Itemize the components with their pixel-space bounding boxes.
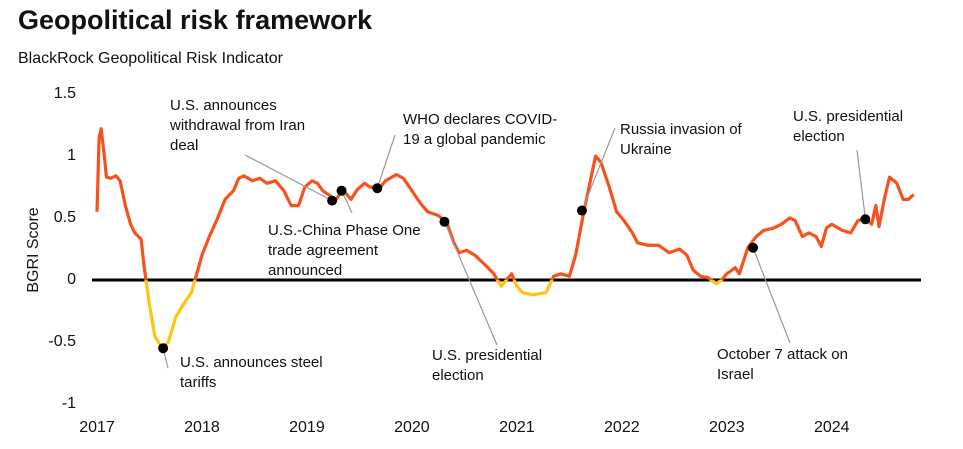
- y-tick-label: 0.5: [54, 209, 76, 226]
- chart-subtitle: BlackRock Geopolitical Risk Indicator: [18, 50, 284, 67]
- x-tick-label: 2023: [709, 419, 745, 436]
- x-tick-label: 2022: [604, 419, 640, 436]
- annotation-text: U.S.-China Phase One: [268, 222, 421, 239]
- y-axis-label: BGRI Score: [25, 207, 42, 292]
- data-line: [95, 127, 915, 350]
- annotation-text: election: [432, 367, 484, 384]
- annotation-leader: [752, 247, 791, 344]
- annotation-text: 19 a global pandemic: [403, 131, 546, 148]
- x-tick-label: 2019: [289, 419, 325, 436]
- y-tick-label: -0.5: [48, 333, 76, 350]
- annotation-text: U.S. announces steel: [180, 354, 323, 371]
- y-tick-label: 1: [67, 147, 76, 164]
- annotation-leader: [244, 154, 333, 202]
- x-tick-label: 2018: [184, 419, 220, 436]
- annotation-point: [336, 185, 347, 196]
- y-tick-label: -1: [62, 395, 76, 412]
- annotation-text: Israel: [717, 366, 754, 383]
- annotation-point: [860, 214, 871, 225]
- annotation-text: election: [793, 128, 845, 145]
- x-tick-label: 2024: [814, 419, 850, 436]
- annotation-point: [748, 242, 759, 253]
- annotation-text: tariffs: [180, 374, 216, 391]
- annotation-text: U.S. presidential: [793, 108, 903, 125]
- annotation-text: trade agreement: [268, 242, 379, 259]
- annotation-text: withdrawal from Iran: [169, 117, 305, 134]
- annotation-text: WHO declares COVID-: [403, 111, 557, 128]
- annotation-point: [439, 216, 450, 227]
- annotation-text: U.S. presidential: [432, 347, 542, 364]
- annotation-text: deal: [170, 137, 198, 154]
- x-tick-label: 2020: [394, 419, 430, 436]
- annotation-leader: [856, 149, 866, 220]
- annotation-text: U.S. announces: [170, 97, 277, 114]
- annotation-leader: [581, 127, 616, 211]
- annotation-text: October 7 attack on: [717, 346, 848, 363]
- chart-title: Geopolitical risk framework: [18, 5, 373, 35]
- annotation-point: [372, 183, 383, 194]
- annotation-text: announced: [268, 262, 342, 279]
- x-tick-label: 2021: [499, 419, 535, 436]
- annotation-text: Ukraine: [620, 141, 672, 158]
- annotation-point: [327, 195, 338, 206]
- annotation-point: [576, 205, 587, 216]
- annotation-leader: [443, 221, 498, 346]
- annotation-point: [158, 343, 169, 354]
- x-tick-label: 2017: [79, 419, 115, 436]
- annotation-leader: [376, 134, 396, 189]
- y-tick-label: 0: [67, 271, 76, 288]
- y-tick-label: 1.5: [54, 85, 76, 102]
- annotation-text: Russia invasion of: [620, 121, 743, 138]
